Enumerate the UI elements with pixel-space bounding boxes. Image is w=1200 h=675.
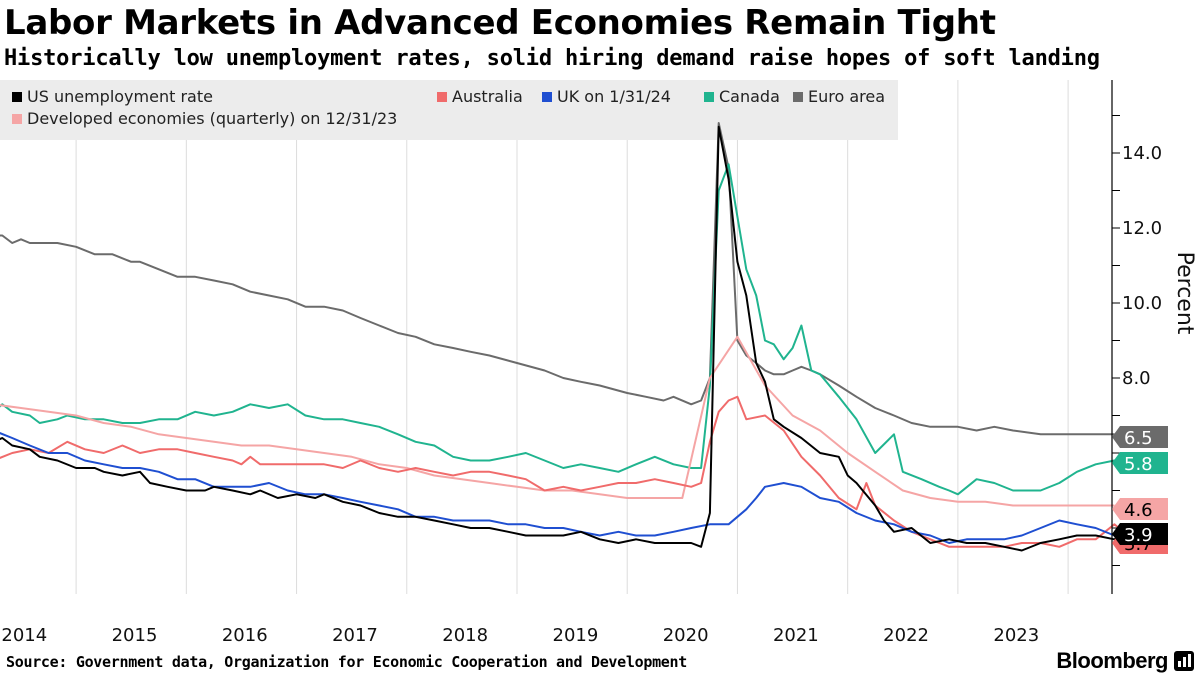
legend-label: Canada	[719, 87, 780, 106]
x-tick-label: 2018	[442, 625, 488, 646]
legend-background	[0, 80, 898, 140]
end-label-box	[1112, 523, 1168, 545]
legend-swatch	[437, 92, 447, 102]
end-label: 5.8	[1112, 452, 1168, 475]
end-label: 3.9	[1112, 523, 1168, 546]
y-axis-title: Percent	[1172, 252, 1197, 335]
line-chart: US unemployment rate Australia UK on 1/31/…	[0, 80, 1197, 646]
x-tick-label: 2020	[663, 625, 709, 646]
legend-label: Australia	[452, 87, 523, 106]
x-tick-label: 2017	[332, 625, 378, 646]
x-tick-label: 2015	[112, 625, 158, 646]
legend-swatch	[793, 92, 803, 102]
legend-swatch	[12, 92, 22, 102]
end-value-labels: 6.55.84.63.73.9	[1112, 426, 1168, 555]
gridlines	[75, 80, 1069, 594]
chart-subtitle: Historically low unemployment rates, sol…	[4, 46, 1100, 71]
end-label-box	[1112, 498, 1168, 520]
end-label-box	[1112, 426, 1168, 448]
bloomberg-bars-icon	[1174, 651, 1194, 671]
legend-label: Developed economies (quarterly) on 12/31…	[27, 109, 397, 128]
y-tick-label: 8.0	[1122, 368, 1151, 389]
y-tick-label: 12.0	[1122, 218, 1162, 239]
bloomberg-logo: Bloomberg	[1056, 648, 1168, 673]
legend: US unemployment rate Australia UK on 1/31/…	[0, 80, 898, 140]
end-label-text: 5.8	[1124, 454, 1153, 475]
series-line	[0, 395, 1133, 548]
x-tick-label: 2014	[1, 625, 47, 646]
y-tick-label: 14.0	[1122, 143, 1162, 164]
source-note: Source: Government data, Organization fo…	[6, 653, 688, 671]
axes: 8.0 10.0 12.0 14.0 Percent 2014 2015 2016 2017 20…	[1, 80, 1197, 646]
legend-label: Euro area	[808, 87, 885, 106]
x-tick-label: 2016	[222, 625, 268, 646]
y-tick-label: 10.0	[1122, 293, 1162, 314]
x-tick-label: 2021	[773, 625, 819, 646]
series-lines	[0, 122, 1133, 552]
legend-swatch	[542, 92, 552, 102]
end-label-text: 4.6	[1124, 500, 1153, 521]
x-tick-label: 2023	[993, 625, 1039, 646]
legend-label: US unemployment rate	[27, 87, 213, 106]
end-label-text: 6.5	[1124, 428, 1153, 449]
end-label: 4.6	[1112, 498, 1168, 521]
legend-label: UK on 1/31/24	[557, 87, 671, 106]
series-line	[0, 163, 1133, 496]
end-label-box	[1112, 452, 1168, 474]
end-label-text: 3.9	[1124, 525, 1153, 546]
series-line	[0, 335, 1115, 507]
x-tick-label: 2019	[553, 625, 599, 646]
chart-title: Labor Markets in Advanced Economies Rema…	[4, 3, 996, 43]
legend-swatch	[704, 92, 714, 102]
legend-swatch	[12, 114, 22, 124]
series-line	[0, 122, 1115, 436]
x-tick-label: 2022	[883, 625, 929, 646]
end-label: 6.5	[1112, 426, 1168, 449]
series-line	[0, 125, 1133, 552]
